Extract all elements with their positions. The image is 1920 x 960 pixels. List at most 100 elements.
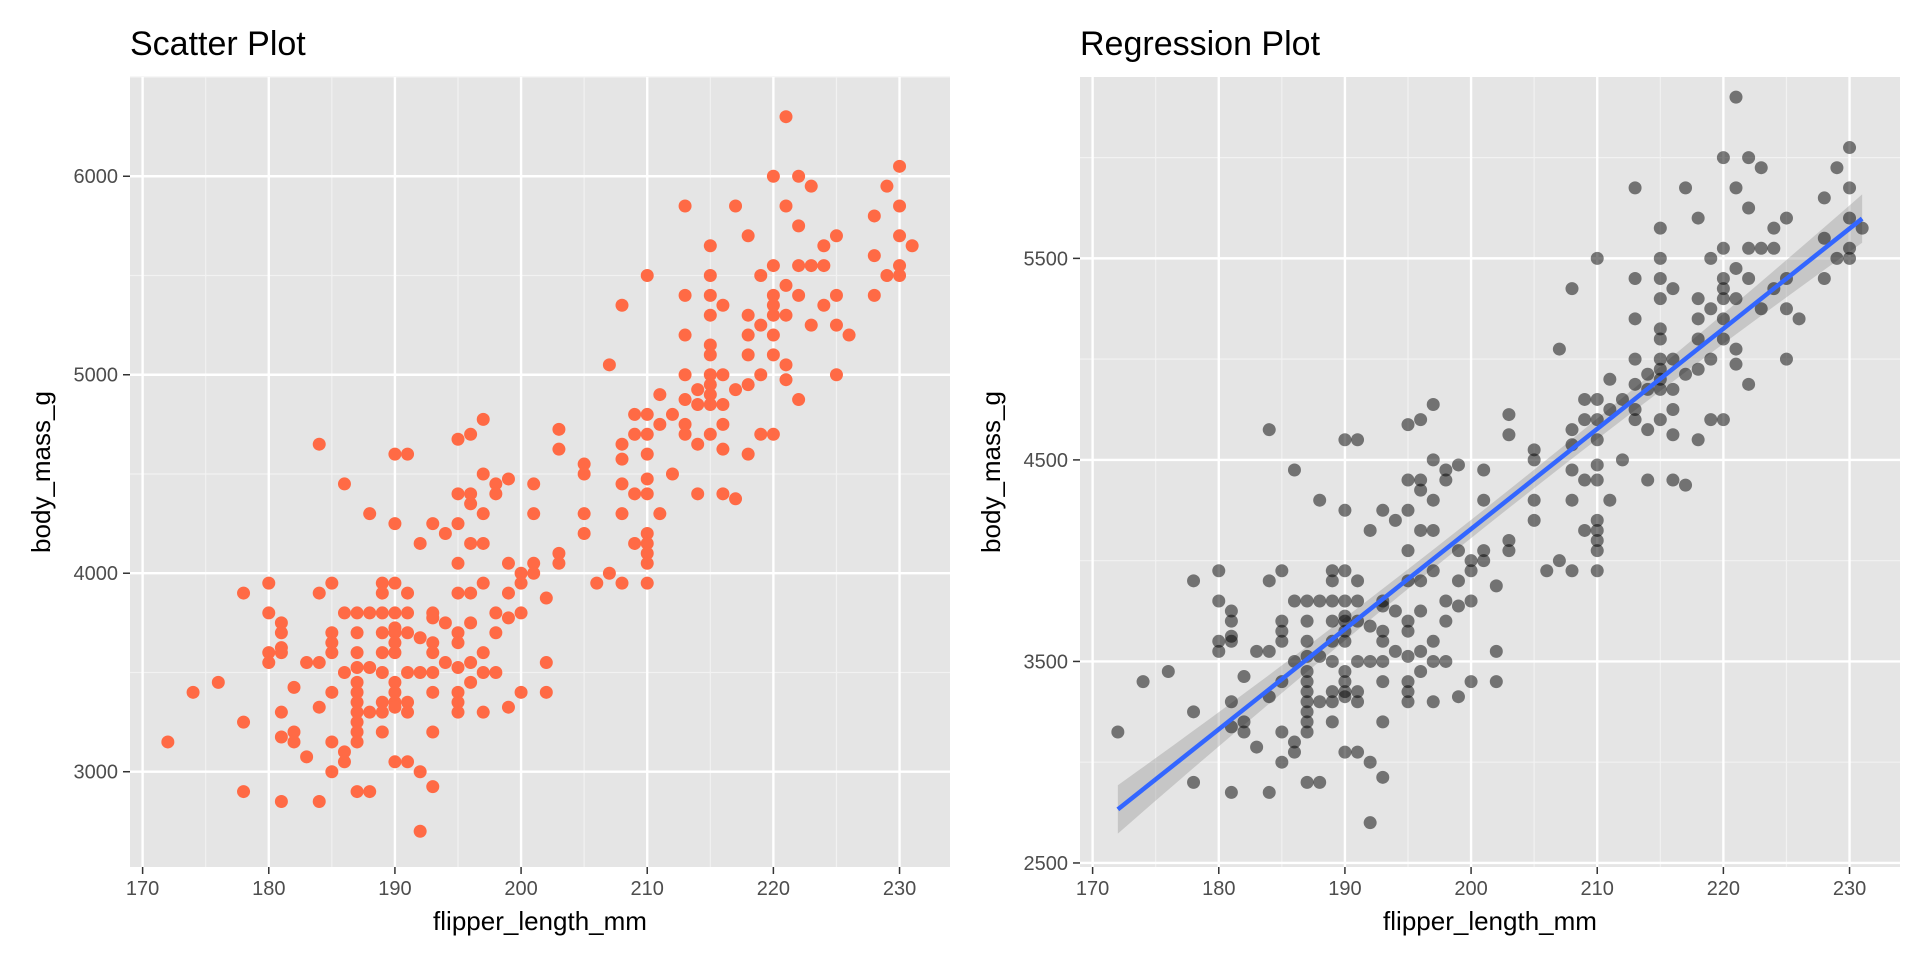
regression-data-point: [1691, 292, 1705, 306]
scatter-x-tick-label: 220: [757, 878, 790, 900]
regression-data-point: [1351, 695, 1365, 709]
regression-data-point: [1439, 473, 1453, 487]
scatter-data-point: [577, 457, 591, 471]
regression-data-point: [1590, 544, 1604, 558]
scatter-data-point: [640, 527, 654, 541]
regression-data-point: [1779, 352, 1793, 366]
scatter-data-point: [829, 229, 843, 243]
regression-data-point: [1414, 644, 1428, 658]
regression-data-point: [1590, 564, 1604, 578]
regression-data-point: [1439, 463, 1453, 477]
scatter-data-point: [274, 626, 288, 640]
regression-data-point: [1414, 574, 1428, 588]
scatter-data-point: [703, 288, 717, 302]
scatter-data-point: [527, 477, 541, 491]
regression-data-point: [1262, 785, 1276, 799]
regression-data-point: [1855, 221, 1869, 235]
scatter-x-tick-label: 180: [252, 878, 285, 900]
regression-data-point: [1451, 544, 1465, 558]
regression-data-point: [1653, 332, 1667, 346]
scatter-data-point: [640, 536, 654, 550]
scatter-data-point: [792, 288, 806, 302]
scatter-data-point: [489, 665, 503, 679]
regression-data-point: [1716, 151, 1730, 165]
regression-data-point: [1691, 362, 1705, 376]
regression-data-point: [1590, 458, 1604, 472]
scatter-data-point: [653, 388, 667, 402]
regression-data-point: [1426, 397, 1440, 411]
regression-data-point: [1388, 513, 1402, 527]
regression-data-point: [1325, 564, 1339, 578]
scatter-data-point: [640, 407, 654, 421]
scatter-data-point: [451, 517, 465, 531]
regression-data-point: [1527, 443, 1541, 457]
scatter-data-point: [754, 368, 768, 382]
scatter-data-point: [262, 606, 276, 620]
scatter-data-point: [501, 700, 515, 714]
scatter-data-point: [640, 472, 654, 486]
regression-data-point: [1212, 644, 1226, 658]
regression-data-point: [1275, 564, 1289, 578]
regression-data-point: [1376, 770, 1390, 784]
scatter-data-point: [842, 328, 856, 342]
scatter-data-point: [350, 675, 364, 689]
scatter-data-point: [388, 517, 402, 531]
scatter-plot-panel: Scatter Plot 170 180 190 200 210 220 230 3000 4…: [26, 25, 950, 936]
regression-data-point: [1729, 181, 1743, 195]
scatter-data-point: [451, 556, 465, 570]
scatter-data-point: [640, 546, 654, 560]
scatter-y-ticks: 3000 4000 5000 6000: [74, 166, 130, 784]
scatter-data-point: [829, 288, 843, 302]
regression-data-point: [1426, 634, 1440, 648]
scatter-data-point: [476, 412, 490, 426]
scatter-data-point: [464, 675, 478, 689]
regression-data-point: [1224, 614, 1238, 628]
scatter-data-point: [363, 606, 377, 620]
regression-data-point: [1653, 251, 1667, 265]
regression-data-point: [1287, 745, 1301, 759]
scatter-data-point: [703, 239, 717, 253]
scatter-data-point: [703, 378, 717, 392]
regression-data-point: [1502, 408, 1516, 422]
regression-data-point: [1338, 745, 1352, 759]
scatter-data-point: [766, 348, 780, 362]
regression-data-point: [1502, 544, 1516, 558]
scatter-data-point: [375, 576, 389, 590]
regression-data-point: [1565, 564, 1579, 578]
regression-data-point: [1603, 493, 1617, 507]
scatter-data-point: [804, 318, 818, 332]
regression-data-point: [1300, 594, 1314, 608]
scatter-data-point: [501, 611, 515, 625]
scatter-data-point: [274, 646, 288, 660]
scatter-data-point: [577, 527, 591, 541]
regression-data-point: [1426, 654, 1440, 668]
regression-data-point: [1464, 594, 1478, 608]
scatter-data-point: [754, 318, 768, 332]
regression-data-point: [1300, 775, 1314, 789]
scatter-data-point: [426, 646, 440, 660]
scatter-data-point: [325, 646, 339, 660]
scatter-data-point: [653, 417, 667, 431]
scatter-data-point: [716, 368, 730, 382]
regression-plot-panel: Regression Plot 170 180 190 200 210 220 230 25…: [976, 25, 1900, 936]
scatter-data-point: [489, 477, 503, 491]
regression-data-point: [1287, 463, 1301, 477]
scatter-data-point: [287, 735, 301, 749]
regression-data-point: [1653, 413, 1667, 427]
scatter-data-point: [539, 591, 553, 605]
scatter-data-point: [401, 626, 415, 640]
regression-data-point: [1653, 221, 1667, 235]
scatter-grid-major: [130, 77, 950, 867]
regression-x-tick-label: 220: [1707, 878, 1740, 900]
regression-data-point: [1716, 241, 1730, 255]
regression-data-point: [1363, 816, 1377, 830]
scatter-data-point: [665, 467, 679, 481]
scatter-data-point: [388, 700, 402, 714]
regression-data-point: [1843, 181, 1857, 195]
regression-data-point: [1653, 352, 1667, 366]
regression-y-axis-title: body_mass_g: [976, 391, 1006, 553]
regression-data-point: [1187, 775, 1201, 789]
regression-data-point: [1325, 685, 1339, 699]
regression-y-tick-label: 3500: [1024, 651, 1069, 673]
